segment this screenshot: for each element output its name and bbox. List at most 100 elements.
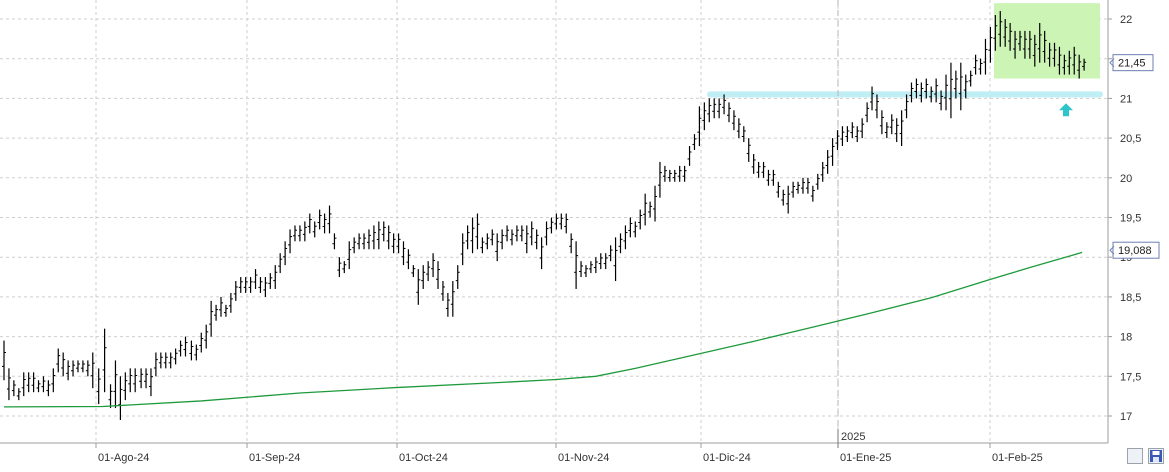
- price-bar: [608, 245, 613, 262]
- price-bar: [820, 161, 825, 182]
- price-bar: [36, 380, 41, 393]
- price-bar: [879, 110, 884, 135]
- price-bar: [90, 352, 95, 389]
- price-bar: [288, 229, 293, 254]
- price-bar: [978, 58, 983, 75]
- ma-value-box: [1112, 241, 1160, 259]
- price-bar: [874, 94, 879, 119]
- price-bar: [1017, 30, 1022, 51]
- price-bar: [633, 221, 638, 238]
- price-bar: [579, 261, 584, 278]
- price-bar: [322, 213, 327, 234]
- price-bar: [894, 118, 899, 143]
- zones: [707, 3, 1103, 98]
- price-bar: [332, 233, 337, 250]
- price-bar: [549, 217, 554, 234]
- price-bar: [973, 54, 978, 75]
- save-icon[interactable]: [1148, 448, 1164, 464]
- price-bar: [796, 181, 801, 194]
- price-bar: [1047, 42, 1052, 67]
- price-bar: [810, 185, 815, 202]
- price-bar: [939, 90, 944, 111]
- price-bar: [855, 126, 860, 143]
- price-bar: [108, 384, 113, 409]
- price-bar: [362, 233, 367, 250]
- price-bar: [534, 229, 539, 250]
- price-bar: [307, 213, 312, 234]
- price-bar: [677, 165, 682, 182]
- price-bar: [228, 292, 233, 313]
- price-bar: [712, 98, 717, 119]
- price-bar: [771, 169, 776, 186]
- price-bar: [889, 114, 894, 135]
- price-bar: [75, 360, 80, 373]
- price-bar: [815, 173, 820, 190]
- price-bar: [381, 221, 386, 242]
- price-bar: [766, 169, 771, 186]
- price-bar: [1008, 22, 1013, 51]
- price-bar: [653, 185, 658, 222]
- price-bar: [717, 98, 722, 119]
- price-bar: [485, 233, 490, 250]
- price-bar: [406, 249, 411, 270]
- price-bar: [845, 126, 850, 143]
- price-bar: [163, 352, 168, 369]
- price-bar: [751, 153, 756, 174]
- price-bar: [1082, 58, 1087, 71]
- chart-settings-button[interactable]: [1127, 448, 1143, 464]
- moving-average-line: [3, 251, 1083, 408]
- annotations: [1059, 103, 1073, 117]
- price-bar: [396, 233, 401, 254]
- price-bar: [183, 336, 188, 357]
- price-bar: [963, 74, 968, 99]
- year-marker-label: 2025: [841, 431, 865, 443]
- price-bar: [480, 237, 485, 254]
- price-bar: [102, 328, 107, 393]
- price-bar: [914, 78, 919, 99]
- price-bar: [692, 134, 697, 151]
- price-bar: [148, 368, 153, 397]
- price-bar: [56, 348, 61, 373]
- ma-pointer-icon: [1109, 245, 1115, 255]
- price-bar: [593, 257, 598, 274]
- price-bar: [519, 225, 524, 242]
- price-bar: [436, 261, 441, 289]
- price-bar: [2, 340, 6, 381]
- price-bar: [66, 360, 71, 381]
- price-bar: [352, 237, 357, 254]
- y-tick-label: 18,5: [1120, 292, 1141, 304]
- price-bar: [475, 213, 480, 250]
- price-bar: [416, 269, 421, 305]
- price-bar: [490, 229, 495, 246]
- price-bar: [194, 344, 199, 361]
- price-bar: [968, 70, 973, 87]
- last-price-box: [1112, 54, 1154, 72]
- price-bar: [189, 340, 194, 361]
- price-bar: [682, 165, 687, 182]
- price-bar: [899, 110, 904, 147]
- ma-value-badge: 19,088: [1109, 241, 1160, 259]
- price-bar: [944, 74, 949, 111]
- price-bar: [178, 340, 183, 357]
- price-bar: [273, 265, 278, 289]
- price-bar: [761, 161, 766, 178]
- y-tick-label: 17: [1120, 411, 1132, 423]
- price-bar: [199, 332, 204, 353]
- price-bar: [722, 94, 727, 115]
- price-bar: [727, 102, 732, 123]
- y-tick-label: 20,5: [1120, 133, 1141, 145]
- price-bar: [495, 233, 500, 262]
- price-bar: [26, 372, 31, 393]
- price-bar: [465, 225, 470, 250]
- price-bar: [500, 229, 505, 250]
- price-bar: [697, 106, 702, 147]
- last-price-badge: 21,45: [1109, 54, 1154, 72]
- price-bar: [421, 265, 426, 289]
- price-bar: [919, 82, 924, 103]
- price-bar: [1032, 34, 1037, 67]
- last-price-pointer-icon: [1109, 58, 1115, 68]
- y-tick-label: 22: [1120, 14, 1132, 26]
- price-bar: [450, 281, 455, 317]
- price-bar: [860, 118, 865, 139]
- ma-value-label: 19,088: [1118, 245, 1152, 257]
